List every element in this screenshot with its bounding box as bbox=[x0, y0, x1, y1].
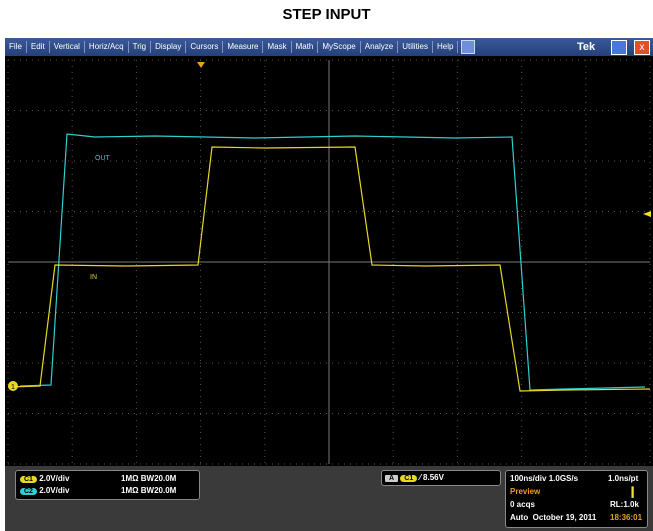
trigger-source: C1 bbox=[400, 475, 418, 482]
brand: Tek bbox=[577, 41, 596, 53]
resolution: 1.0ns/pt bbox=[608, 474, 639, 483]
trigger-level: 8.56V bbox=[423, 473, 444, 482]
timebase: 100ns/div bbox=[510, 474, 547, 483]
menu-item[interactable]: File bbox=[5, 41, 27, 53]
channel-tag: C1 bbox=[20, 476, 37, 483]
trigger-mode: A bbox=[385, 475, 399, 482]
menu-item[interactable]: Edit bbox=[27, 41, 50, 53]
menu-item[interactable]: MyScope bbox=[318, 41, 361, 53]
menu-item[interactable]: Mask bbox=[263, 41, 292, 53]
channel-box[interactable]: C1 2.0V/div 1MΩ BW20.0M C2 2.0V/div 1MΩ … bbox=[15, 470, 200, 500]
trigger-level bbox=[643, 211, 651, 217]
channel-tag: C2 bbox=[20, 488, 37, 495]
impedance: 1MΩ bbox=[121, 486, 139, 495]
status-panel: C1 2.0V/div 1MΩ BW20.0M C2 2.0V/div 1MΩ … bbox=[5, 466, 653, 531]
trigger-box[interactable]: A C1 ⁄ 8.56V bbox=[381, 470, 501, 486]
bandwidth: BW20.0M bbox=[140, 474, 177, 483]
minimize-button[interactable] bbox=[611, 40, 627, 55]
graticule: OUT IN 1 bbox=[7, 59, 651, 465]
sample-rate: 1.0GS/s bbox=[548, 474, 579, 483]
acquisition-box[interactable]: 100ns/div 1.0GS/s 1.0ns/pt Preview ❙ 0 a… bbox=[505, 470, 648, 528]
impedance: 1MΩ bbox=[121, 474, 139, 483]
marker-label: 1 bbox=[11, 384, 15, 391]
menu-item[interactable]: Trig bbox=[129, 41, 152, 53]
menu-item[interactable]: Vertical bbox=[50, 41, 85, 53]
menu-item[interactable]: Math bbox=[292, 41, 319, 53]
in-trace bbox=[7, 146, 651, 392]
record-length: RL:1.0k bbox=[610, 500, 639, 509]
menu-item[interactable]: Help bbox=[433, 41, 459, 53]
menu-item[interactable]: Horiz/Acq bbox=[85, 41, 129, 53]
date: October 19, 2011 bbox=[532, 513, 597, 522]
scale: 2.0V/div bbox=[39, 474, 70, 483]
run-mode: Auto bbox=[510, 513, 529, 522]
menu-bar: File Edit Vertical Horiz/Acq Trig Displa… bbox=[5, 38, 653, 56]
display: OUT IN 1 bbox=[5, 56, 653, 466]
menu-item[interactable]: Measure bbox=[223, 41, 264, 53]
time: 18:36:01 bbox=[610, 513, 643, 522]
menu-item[interactable]: Analyze bbox=[361, 41, 399, 53]
channel-marker bbox=[8, 381, 18, 391]
scale: 2.0V/div bbox=[39, 486, 70, 495]
close-button[interactable]: x bbox=[634, 40, 650, 55]
page-title: STEP INPUT bbox=[282, 6, 371, 23]
bandwidth: BW20.0M bbox=[140, 486, 177, 495]
trace-label: IN bbox=[90, 274, 97, 281]
trigger-position bbox=[197, 62, 205, 68]
trace-label: OUT bbox=[95, 155, 111, 162]
acquisitions: 0 acqs bbox=[510, 500, 535, 509]
state-indicator: ❙ bbox=[628, 486, 638, 498]
menu-item[interactable]: Utilities bbox=[398, 41, 433, 53]
dropdown-button[interactable] bbox=[461, 40, 476, 54]
run-state: Preview bbox=[510, 487, 541, 496]
menu-item[interactable]: Display bbox=[151, 41, 187, 53]
menu-item[interactable]: Cursors bbox=[186, 41, 224, 53]
out-trace bbox=[19, 133, 646, 391]
